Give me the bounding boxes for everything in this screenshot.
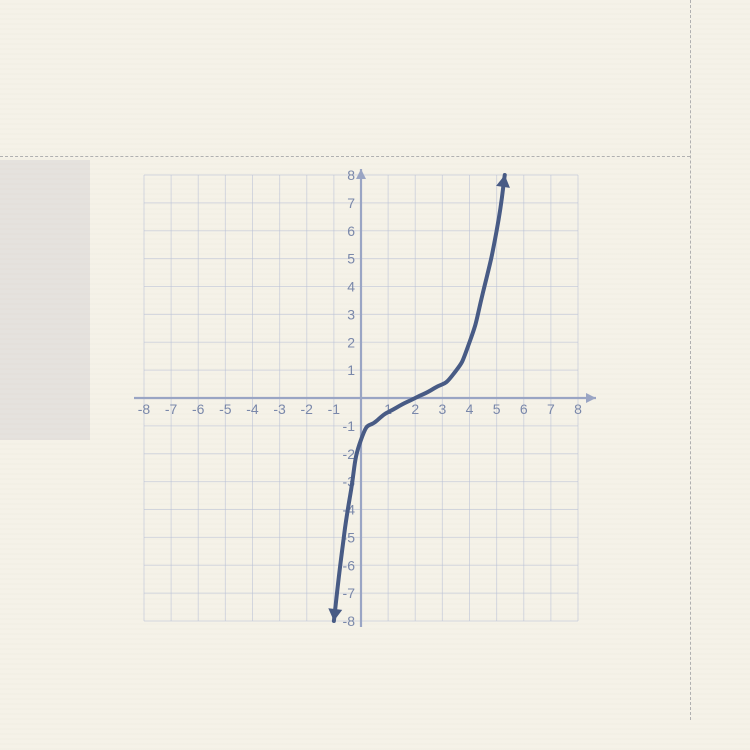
svg-text:6: 6 xyxy=(347,223,355,239)
svg-text:1: 1 xyxy=(347,362,355,378)
svg-text:8: 8 xyxy=(574,401,582,417)
svg-text:-1: -1 xyxy=(343,418,356,434)
svg-text:-8: -8 xyxy=(343,613,356,629)
svg-text:-7: -7 xyxy=(165,401,178,417)
svg-text:-1: -1 xyxy=(328,401,341,417)
svg-text:2: 2 xyxy=(411,401,419,417)
svg-text:-4: -4 xyxy=(246,401,259,417)
svg-text:-8: -8 xyxy=(138,401,151,417)
svg-text:5: 5 xyxy=(347,251,355,267)
dotted-border-top xyxy=(0,156,690,157)
svg-text:4: 4 xyxy=(466,401,474,417)
svg-text:-6: -6 xyxy=(343,557,356,573)
svg-text:-3: -3 xyxy=(273,401,286,417)
svg-text:7: 7 xyxy=(547,401,555,417)
svg-text:-7: -7 xyxy=(343,585,356,601)
svg-text:7: 7 xyxy=(347,195,355,211)
svg-text:-5: -5 xyxy=(219,401,232,417)
svg-text:-2: -2 xyxy=(301,401,314,417)
svg-text:-6: -6 xyxy=(192,401,205,417)
svg-text:8: 8 xyxy=(347,167,355,183)
left-shading xyxy=(0,160,90,440)
svg-text:2: 2 xyxy=(347,334,355,350)
svg-text:-2: -2 xyxy=(343,446,356,462)
svg-text:3: 3 xyxy=(347,306,355,322)
svg-text:6: 6 xyxy=(520,401,528,417)
chart-svg: -8-7-6-5-4-3-2-112345678-8-7-6-5-4-3-2-1… xyxy=(130,165,608,645)
svg-text:3: 3 xyxy=(438,401,446,417)
coordinate-chart: -8-7-6-5-4-3-2-112345678-8-7-6-5-4-3-2-1… xyxy=(130,165,608,645)
dotted-border-right xyxy=(690,0,691,720)
svg-text:5: 5 xyxy=(493,401,501,417)
svg-text:4: 4 xyxy=(347,279,355,295)
